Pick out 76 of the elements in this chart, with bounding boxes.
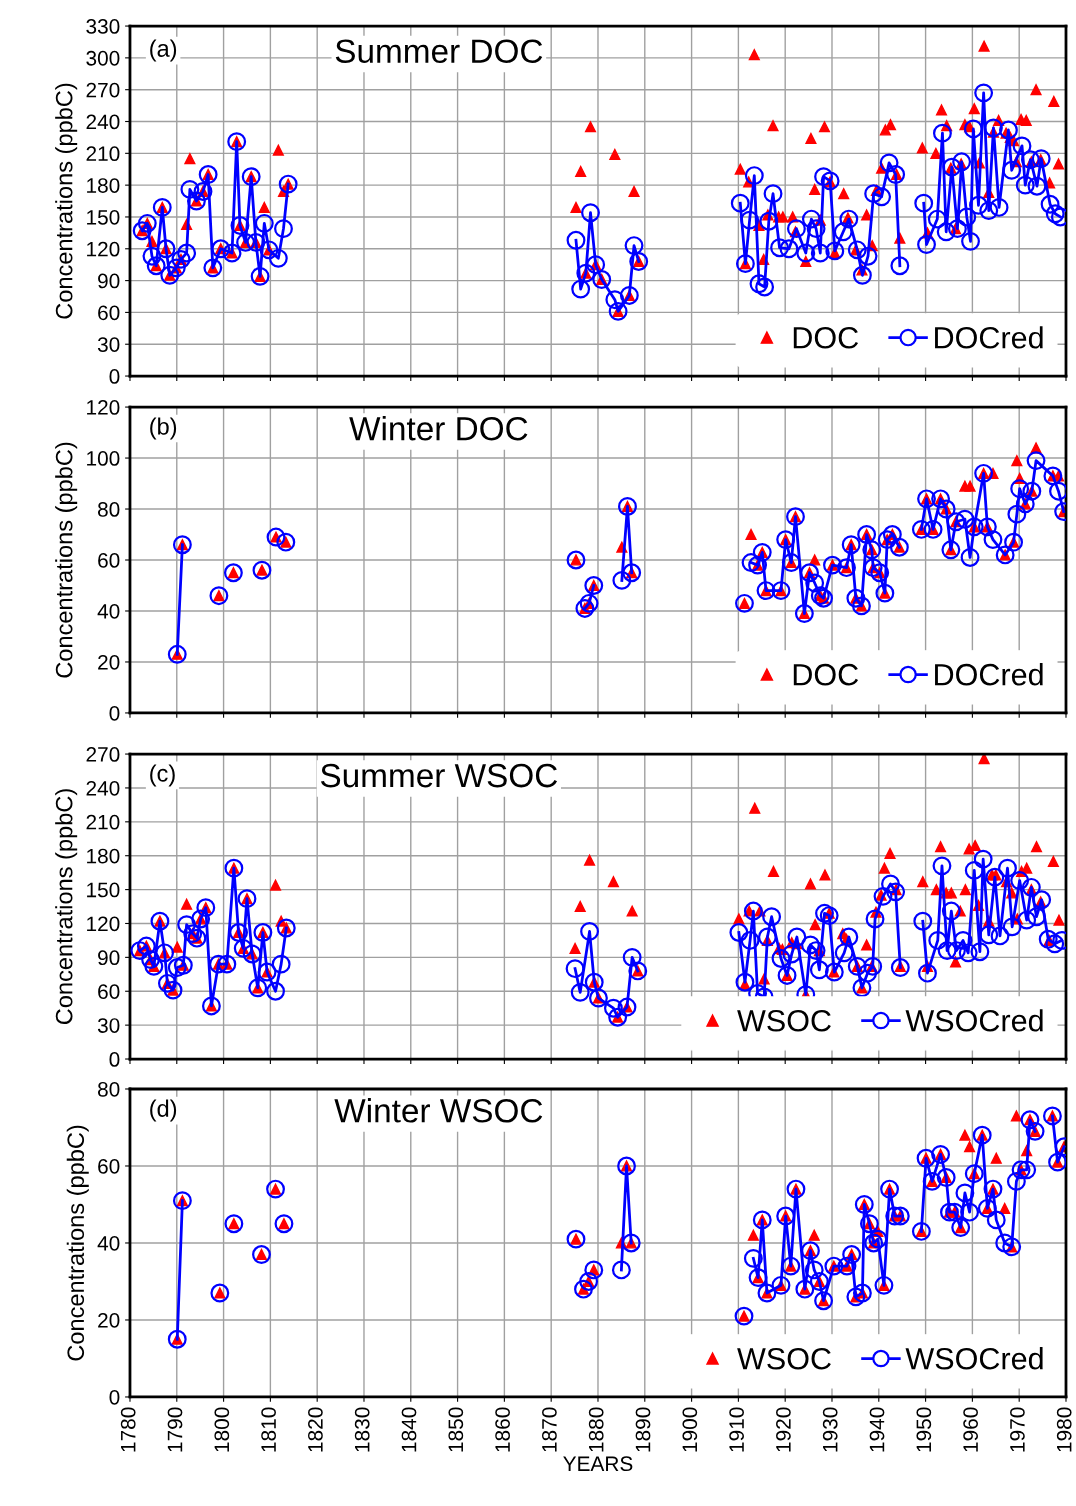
y-tick-label: 210	[86, 146, 120, 162]
x-tick-label: 1800	[214, 1407, 230, 1452]
x-tick-label: 1880	[588, 1407, 604, 1452]
y-tick-label: 240	[86, 114, 120, 130]
y-tick-label: 60	[98, 305, 120, 321]
legend-label: DOCred	[935, 663, 1043, 686]
y-tick-label: 0	[109, 369, 120, 384]
annotation: (b)	[150, 417, 177, 440]
x-tick-label: 1810	[261, 1407, 276, 1452]
x-tick-label: 1870	[542, 1407, 557, 1452]
chart-title: Summer WSOC	[320, 763, 558, 788]
legend-label: WSOC	[737, 1009, 831, 1032]
y-tick-label: 0	[109, 705, 120, 721]
x-tick-label: 1950	[916, 1407, 932, 1452]
y-tick-label: 20	[98, 654, 120, 670]
y-axis-title: Concentrations (ppbC)	[66, 1125, 89, 1361]
y-tick-label: 0	[109, 1389, 120, 1405]
legend-label: WSOCred	[905, 1347, 1043, 1370]
y-tick-label: 60	[98, 984, 120, 999]
y-tick-label: 20	[98, 1312, 120, 1328]
x-tick-label: 1920	[776, 1407, 791, 1452]
x-tick-label: 1960	[963, 1407, 978, 1452]
x-axis-title: YEARS	[563, 1456, 633, 1472]
y-tick-label: 80	[97, 502, 120, 517]
y-tick-label: 40	[97, 603, 120, 619]
y-tick-label: 30	[97, 337, 120, 352]
y-tick-label: 100	[87, 451, 120, 466]
y-tick-label: 90	[98, 273, 120, 289]
x-tick-label: 1980	[1056, 1407, 1072, 1452]
y-tick-label: 90	[98, 950, 120, 966]
y-tick-label: 30	[97, 1018, 120, 1033]
y-tick-label: 80	[97, 1081, 120, 1097]
x-tick-label: 1860	[495, 1407, 510, 1452]
y-tick-label: 120	[87, 400, 120, 415]
legend-label: DOC	[793, 663, 859, 686]
x-tick-label: 1900	[682, 1407, 698, 1452]
y-tick-label: 300	[86, 50, 120, 66]
y-tick-label: 0	[109, 1052, 120, 1067]
x-tick-label: 1970	[1010, 1407, 1025, 1452]
y-tick-label: 150	[87, 209, 120, 225]
y-tick-label: 60	[98, 553, 120, 568]
y-tick-label: 150	[87, 882, 120, 898]
legend-label: DOC	[793, 326, 859, 349]
y-axis-title: Concentrations (ppbC)	[55, 442, 78, 678]
chart-title: Winter DOC	[349, 416, 528, 441]
y-tick-label: 240	[86, 780, 120, 796]
x-tick-label: 1780	[120, 1407, 136, 1452]
x-tick-label: 1910	[729, 1407, 744, 1452]
x-tick-label: 1940	[869, 1407, 885, 1452]
y-axis-title: Concentrations (ppbC)	[55, 789, 78, 1025]
legend-label: WSOCred	[905, 1009, 1043, 1032]
y-axis-title: Concentrations (ppbC)	[55, 83, 78, 319]
x-tick-label: 1840	[401, 1407, 417, 1452]
chart-title: Winter WSOC	[334, 1098, 543, 1123]
y-tick-label: 60	[98, 1158, 120, 1174]
x-tick-label: 1850	[448, 1407, 464, 1452]
annotation: (c)	[150, 764, 175, 787]
y-tick-label: 120	[87, 241, 120, 257]
y-tick-label: 270	[86, 82, 120, 98]
x-tick-label: 1820	[308, 1407, 323, 1452]
x-tick-label: 1830	[354, 1407, 370, 1452]
y-tick-label: 40	[97, 1235, 120, 1251]
y-tick-label: 120	[87, 916, 120, 932]
y-tick-label: 180	[87, 848, 120, 864]
y-tick-label: 210	[86, 814, 120, 830]
annotation: (a)	[150, 39, 177, 62]
x-tick-label: 1890	[635, 1407, 651, 1452]
x-tick-label: 1930	[822, 1407, 838, 1452]
y-tick-label: 270	[86, 747, 120, 762]
annotation: (d)	[150, 1099, 177, 1122]
legend-label: DOCred	[935, 326, 1043, 349]
chart-title: Summer DOC	[335, 39, 543, 63]
x-tick-label: 1790	[167, 1407, 183, 1452]
y-tick-label: 180	[87, 178, 120, 193]
y-tick-label: 330	[86, 19, 120, 34]
legend-label: WSOC	[737, 1347, 831, 1370]
